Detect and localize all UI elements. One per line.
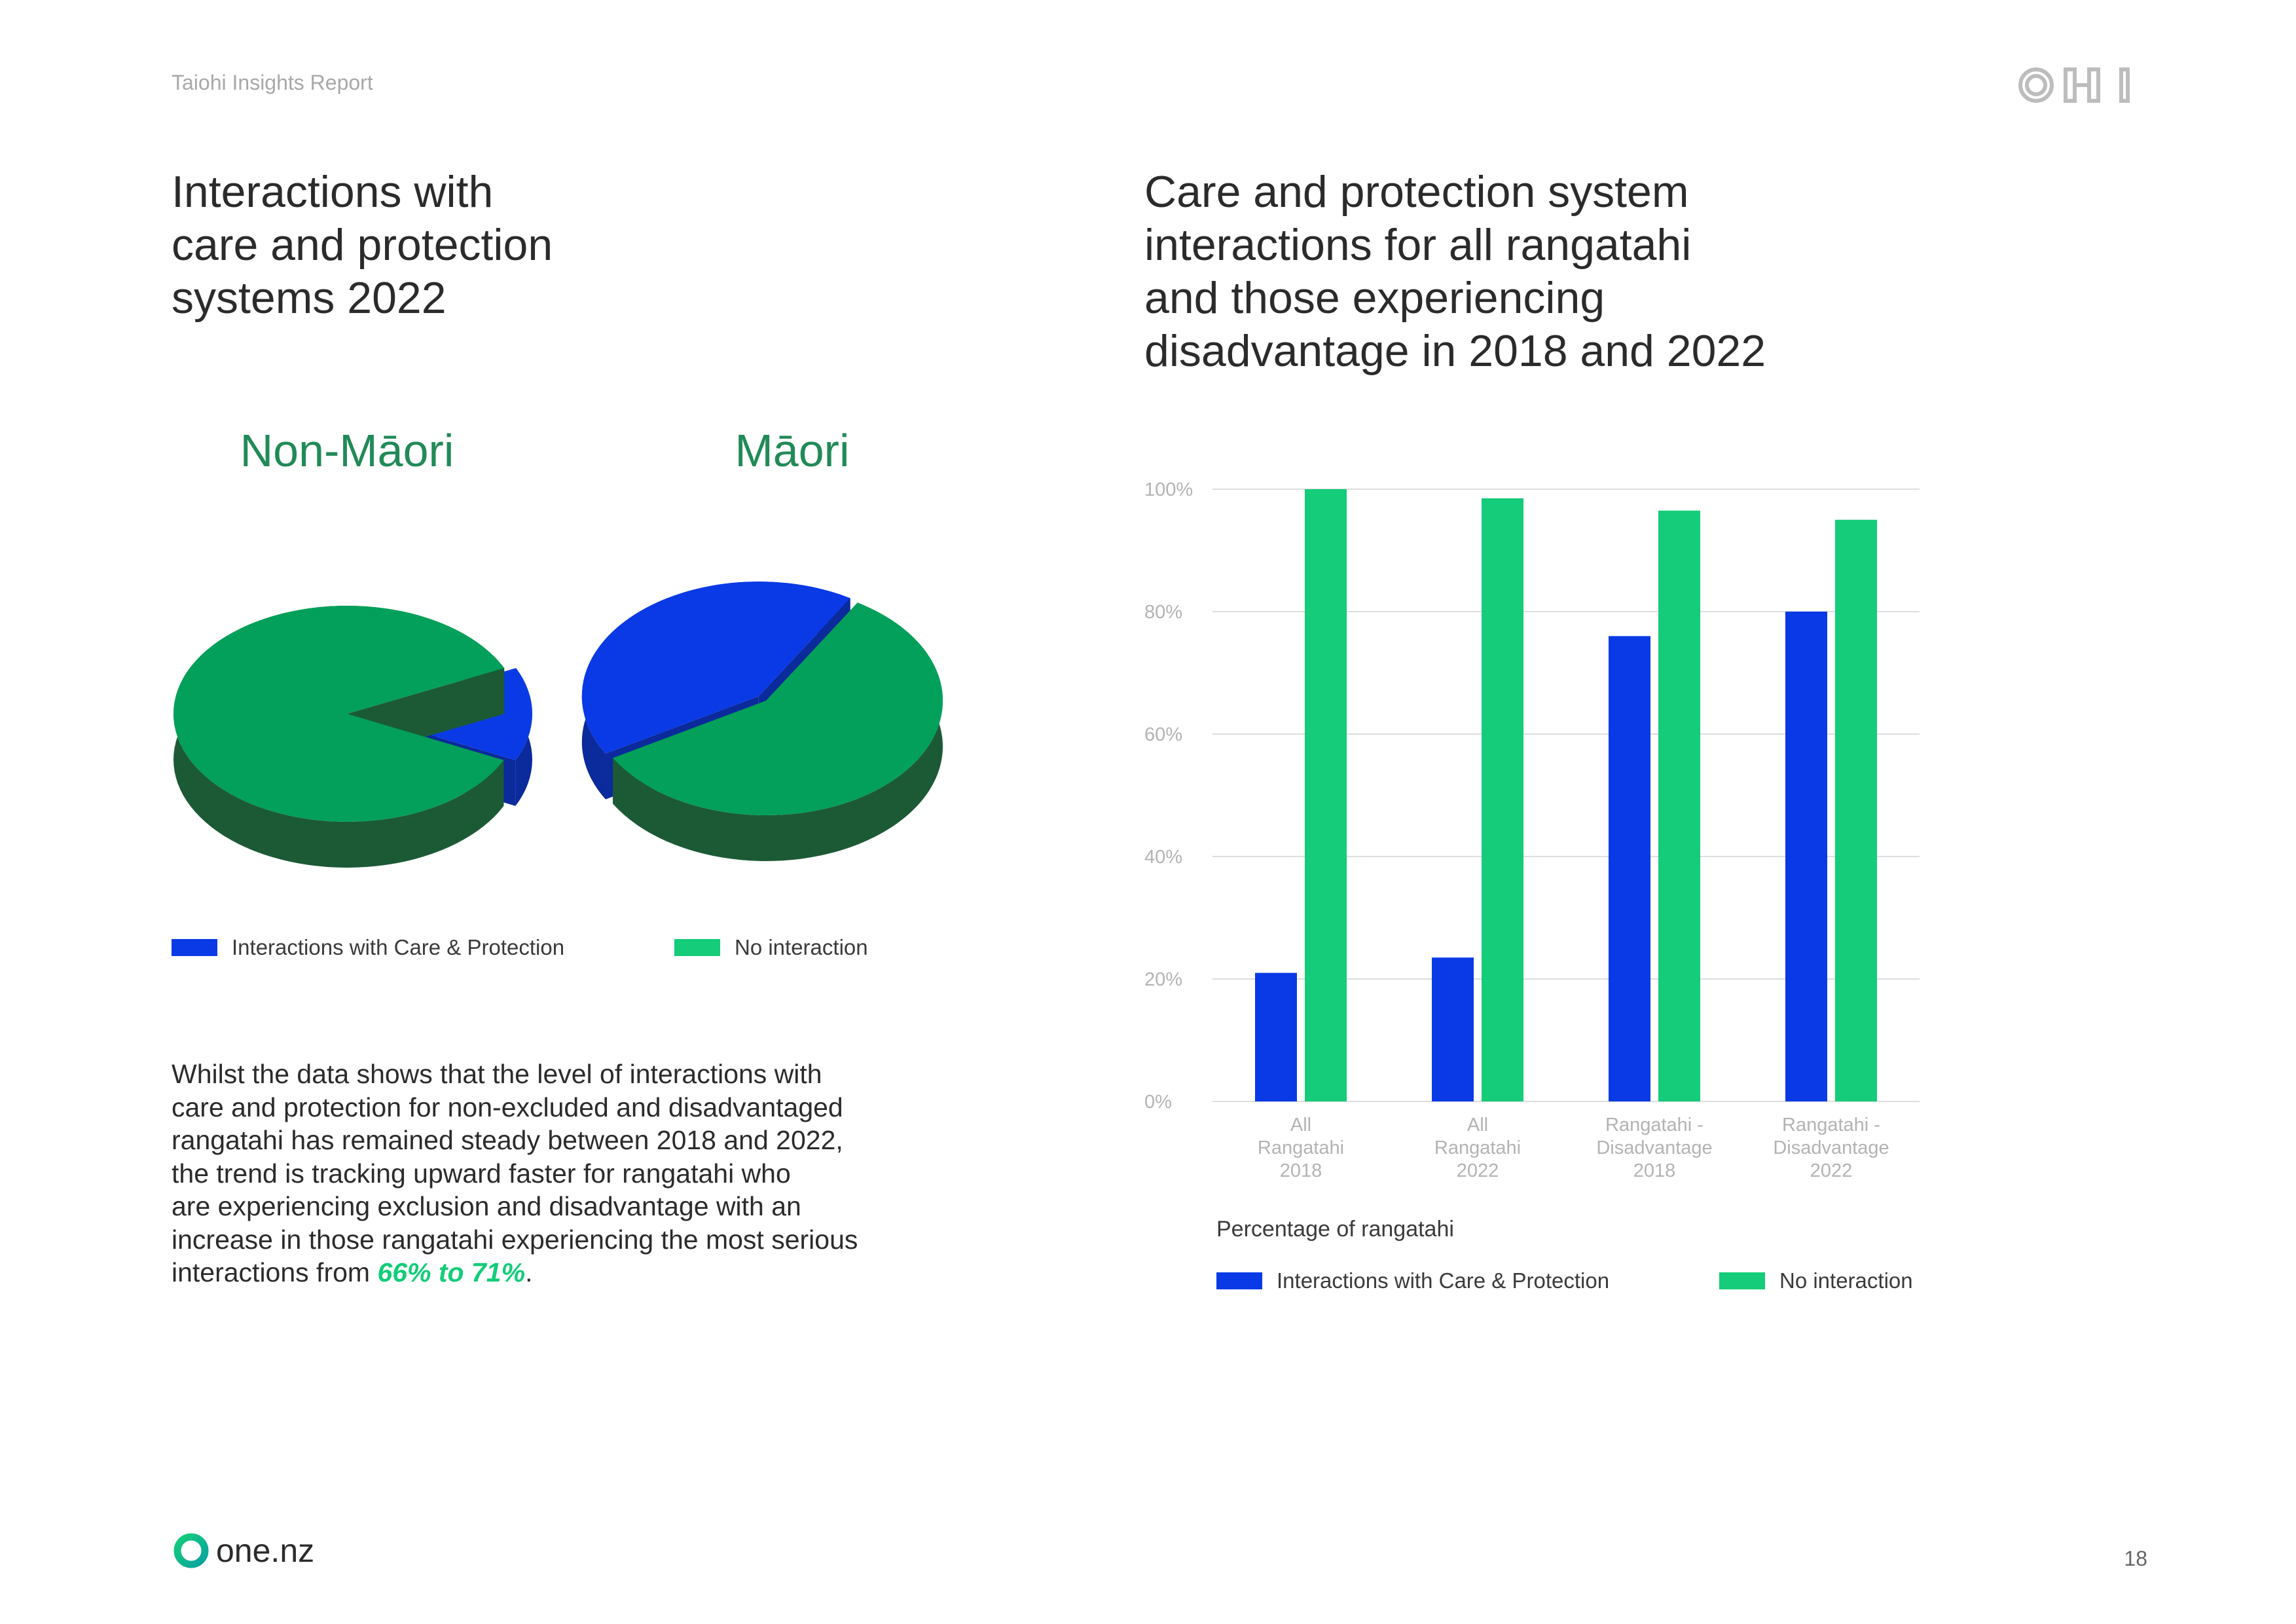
x-tick-label: Rangatahi	[1258, 1137, 1344, 1158]
bar-legend-no-interaction: No interaction	[1719, 1268, 1913, 1293]
legend-label: Interactions with Care & Protection	[1277, 1268, 1610, 1293]
one-nz-brand-text: one.nz	[216, 1532, 315, 1569]
bar-no-interaction	[1835, 519, 1877, 1101]
pie-charts	[173, 581, 943, 868]
bar-no-interaction	[1482, 498, 1523, 1101]
y-tick-label: 40%	[1144, 847, 1182, 868]
x-tick-label: Rangatahi	[1434, 1137, 1521, 1158]
pie-slice	[173, 606, 505, 822]
x-tick-label: Rangatahi -	[1782, 1115, 1880, 1135]
bar-no-interaction	[1658, 510, 1700, 1101]
left-title-line: systems 2022	[172, 273, 446, 323]
body-line: are experiencing exclusion and disadvant…	[172, 1191, 801, 1221]
left-title-line: care and protection	[172, 220, 553, 270]
x-tick-label: Rangatahi -	[1605, 1115, 1704, 1135]
x-tick-label: All	[1467, 1115, 1488, 1135]
right-title-line: Care and protection system	[1144, 167, 1689, 217]
bar-chart: 0%20%40%60%80%100%AllRangatahi2018AllRan…	[1144, 479, 1920, 1181]
x-tick-label: 2022	[1457, 1160, 1499, 1181]
bar-chart-axis-title: Percentage of rangatahi	[1216, 1217, 1454, 1242]
report-label: Taiohi Insights Report	[172, 71, 373, 94]
x-tick-label: 2018	[1280, 1160, 1322, 1181]
bar-interactions	[1255, 972, 1297, 1101]
right-title-line: and those experiencing	[1144, 273, 1605, 323]
pie-legend-interactions: Interactions with Care & Protection	[172, 935, 564, 960]
page-number: 18	[2124, 1547, 2147, 1570]
bar-interactions	[1785, 612, 1827, 1101]
pie-slice	[613, 602, 943, 815]
pie-legend-no-interaction: No interaction	[674, 935, 868, 960]
body-line-last: interactions from 66% to 71%.	[172, 1256, 957, 1289]
legend-label: Interactions with Care & Protection	[232, 935, 565, 959]
bar-interactions	[1432, 957, 1474, 1101]
bar-legend-interactions: Interactions with Care & Protection	[1216, 1268, 1609, 1293]
legend-swatch-blue	[1216, 1272, 1262, 1289]
y-tick-label: 60%	[1144, 724, 1182, 745]
y-tick-label: 80%	[1144, 602, 1182, 623]
body-line: rangatahi has remained steady between 20…	[172, 1125, 843, 1155]
legend-label: No interaction	[1779, 1268, 1913, 1293]
pie-slice	[581, 581, 850, 754]
x-tick-label: Disadvantage	[1596, 1137, 1712, 1158]
left-section-title: Interactions with care and protection sy…	[172, 166, 663, 325]
body-text-prefix: interactions from	[172, 1257, 378, 1287]
left-title-line: Interactions with	[172, 167, 494, 217]
one-nz-logo: one.nz	[172, 1531, 314, 1570]
body-line: care and protection for non-excluded and…	[172, 1092, 843, 1122]
body-line: increase in those rangatahi experiencing…	[172, 1224, 858, 1255]
right-title-line: interactions for all rangatahi	[1144, 220, 1692, 270]
bar-no-interaction	[1305, 489, 1347, 1101]
x-tick-label: 2022	[1810, 1160, 1853, 1181]
pie-label-maori: Māori	[735, 425, 850, 476]
legend-swatch-green	[1719, 1272, 1765, 1289]
highlight-percentage: 66% to 71%	[377, 1257, 526, 1287]
y-tick-label: 100%	[1144, 479, 1193, 500]
body-line: Whilst the data shows that the level of …	[172, 1059, 822, 1089]
one-ring-icon	[173, 1533, 209, 1568]
pie-0	[173, 606, 532, 868]
y-tick-label: 20%	[1144, 969, 1182, 990]
body-paragraph: Whilst the data shows that the level of …	[172, 1058, 957, 1289]
ohi-logo-icon	[2018, 67, 2130, 103]
pie-label-non-maori: Non-Māori	[240, 425, 454, 476]
x-tick-label: All	[1290, 1115, 1311, 1135]
legend-label: No interaction	[735, 935, 868, 959]
legend-swatch-blue	[172, 939, 217, 956]
x-tick-label: 2018	[1633, 1160, 1676, 1181]
pie-1	[581, 581, 943, 861]
body-text-suffix: .	[525, 1257, 533, 1287]
bar-chart-title: Care and protection system interactions …	[1144, 166, 1865, 378]
y-tick-label: 0%	[1144, 1092, 1172, 1113]
x-tick-label: Disadvantage	[1773, 1137, 1889, 1158]
body-line: the trend is tracking upward faster for …	[172, 1158, 791, 1189]
bar-interactions	[1609, 636, 1650, 1101]
right-title-line: disadvantage in 2018 and 2022	[1144, 326, 1766, 376]
legend-swatch-green	[674, 939, 720, 956]
